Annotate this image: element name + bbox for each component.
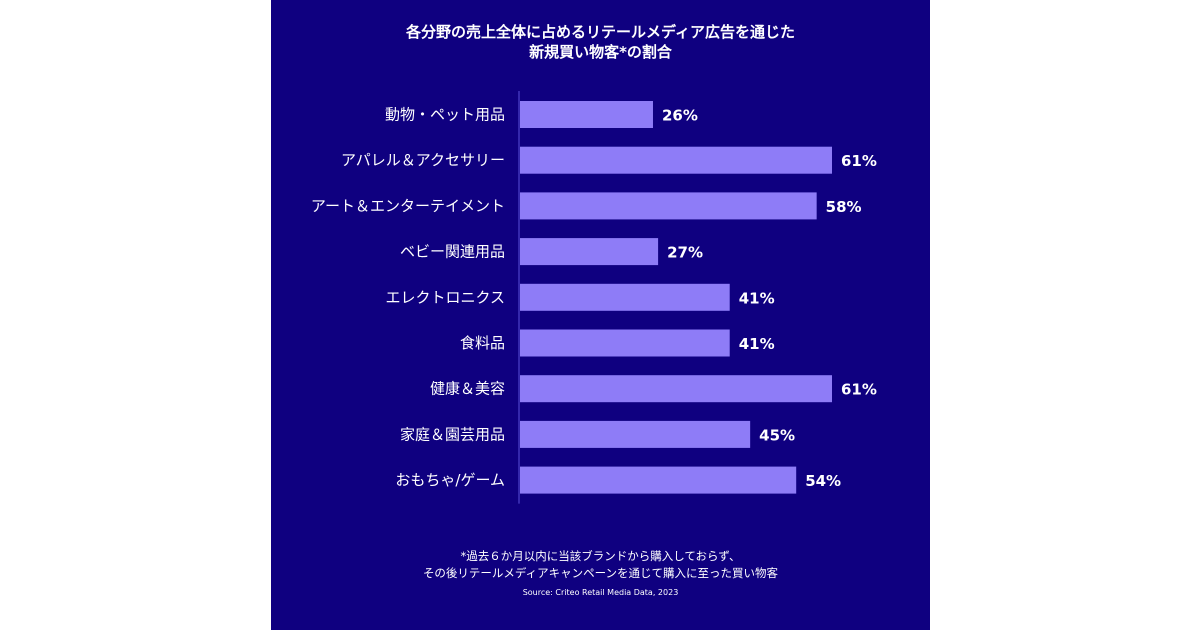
bar-1 [520, 146, 832, 174]
chart-title: 各分野の売上全体に占めるリテールメディア広告を通じた 新規買い物客*の割合 [271, 22, 930, 62]
category-label-2: アート＆エンターテイメント [311, 197, 505, 215]
value-label-2: 58% [826, 198, 862, 216]
category-label-7: 家庭＆園芸用品 [400, 425, 505, 443]
category-label-4: エレクトロニクス [385, 288, 505, 306]
footnote-line-1: *過去６か月以内に当該ブランドから購入しておらず、 [460, 549, 741, 563]
source-note: Source: Criteo Retail Media Data, 2023 [522, 588, 679, 597]
value-label-6: 61% [841, 381, 877, 399]
bar-0 [520, 101, 653, 128]
value-label-5: 41% [739, 335, 775, 353]
bar-3 [520, 238, 659, 266]
category-label-1: アパレル＆アクセサリー [341, 151, 505, 169]
bar-8 [520, 466, 797, 494]
category-label-6: 健康＆美容 [430, 380, 505, 398]
bar-2 [520, 192, 817, 220]
bar-chart: 動物・ペット用品 26% アパレル＆アクセサリー 61% アート＆エンターテイメント 58… [311, 91, 877, 504]
footnote-line-2: その後リテールメディアキャンペーンを通じて購入に至った買い物客 [422, 566, 779, 580]
value-label-7: 45% [759, 426, 795, 444]
bar-4 [520, 283, 730, 311]
bar-7 [520, 420, 751, 448]
category-label-8: おもちゃ/ゲーム [395, 471, 505, 489]
bar-5 [520, 329, 730, 357]
category-label-5: 食料品 [460, 334, 505, 352]
category-label-0: 動物・ペット用品 [385, 106, 505, 124]
value-label-4: 41% [739, 289, 775, 307]
chart-title-line-2: 新規買い物客*の割合 [529, 43, 672, 61]
category-label-3: ベビー関連用品 [400, 243, 505, 261]
bar-6 [520, 375, 832, 403]
value-label-3: 27% [667, 244, 703, 262]
chart-panel: 各分野の売上全体に占めるリテールメディア広告を通じた 新規買い物客*の割合 動物… [271, 0, 930, 630]
value-label-0: 26% [662, 107, 698, 125]
value-label-1: 61% [841, 152, 877, 170]
value-label-8: 54% [805, 472, 841, 490]
footnote: *過去６か月以内に当該ブランドから購入しておらず、 その後リテールメディアキャン… [271, 548, 930, 582]
chart-title-line-1: 各分野の売上全体に占めるリテールメディア広告を通じた [406, 23, 795, 41]
